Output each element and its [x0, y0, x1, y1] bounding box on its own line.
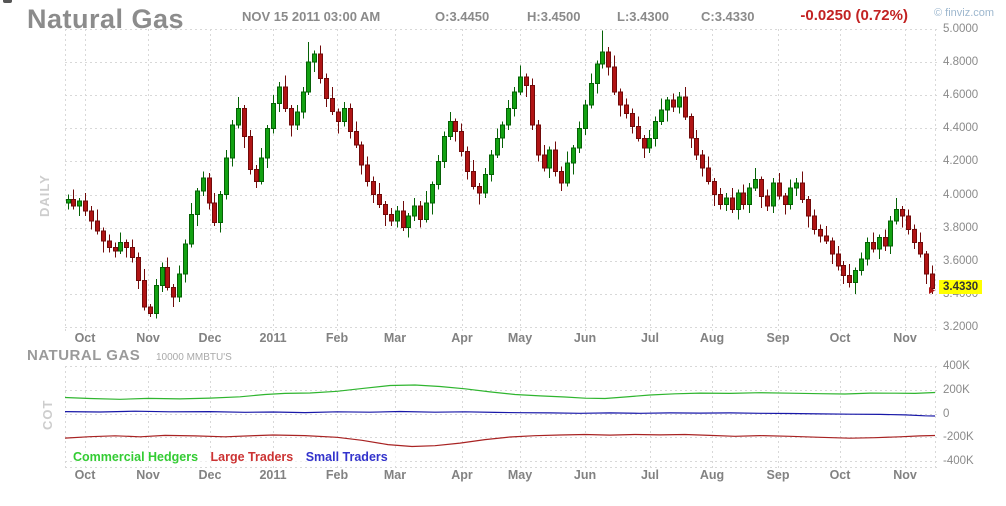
finviz-link[interactable]: © finviz.com — [934, 7, 994, 19]
month-label: Aug — [699, 331, 725, 345]
y-tick-label: 4.0000 — [943, 188, 979, 201]
cot-section-unit: 10000 MMBTU'S — [156, 352, 232, 363]
month-label: 2011 — [259, 468, 287, 482]
y-tick-label: 4.2000 — [943, 154, 979, 167]
quote-change: -0.0250 (0.72%) — [800, 7, 908, 24]
y-tick-label: 5.0000 — [943, 22, 979, 35]
month-label: Oct — [829, 331, 851, 345]
legend-large-traders: Large Traders — [210, 450, 294, 464]
month-label: Nov — [136, 468, 160, 482]
month-label: Apr — [451, 468, 473, 482]
y-tick-label: 200K — [943, 383, 970, 396]
month-label: May — [507, 468, 533, 482]
month-label: Nov — [893, 468, 917, 482]
month-label: May — [507, 331, 533, 345]
y-tick-label: 0 — [943, 407, 950, 420]
month-label: Dec — [198, 331, 222, 345]
month-label: Apr — [451, 331, 473, 345]
y-tick-label: 3.8000 — [943, 221, 979, 234]
y-tick-label: 4.4000 — [943, 121, 979, 134]
y-tick-label: 4.8000 — [943, 55, 979, 68]
quote-datetime: NOV 15 2011 03:00 AM — [242, 9, 381, 24]
month-label: 2011 — [259, 331, 287, 345]
y-tick-label: -200K — [943, 430, 974, 443]
month-label: Nov — [893, 331, 917, 345]
quote-open: O:3.4450 — [435, 9, 490, 24]
month-label: Jul — [640, 468, 660, 482]
month-label: Jun — [573, 468, 597, 482]
quote-high: H:3.4500 — [527, 9, 581, 24]
month-label: Feb — [325, 468, 349, 482]
month-label: Oct — [74, 331, 96, 345]
month-label: Mar — [383, 331, 407, 345]
month-label: Mar — [383, 468, 407, 482]
cot-legend: Commercial Hedgers Large Traders Small T… — [73, 450, 397, 464]
month-label: Feb — [325, 331, 349, 345]
month-label: Dec — [198, 468, 222, 482]
cot-section-title: NATURAL GAS — [27, 347, 141, 364]
legend-commercial-hedgers: Commercial Hedgers — [73, 450, 199, 464]
y-tick-label: 4.6000 — [943, 88, 979, 101]
last-price-badge: 3.4330 — [939, 280, 983, 295]
legend-small-traders: Small Traders — [305, 450, 388, 464]
quote-low: L:3.4300 — [617, 9, 670, 24]
copyright-icon: © — [934, 7, 943, 19]
month-label: Sep — [766, 468, 790, 482]
month-label: Aug — [699, 468, 725, 482]
month-label: Oct — [74, 468, 96, 482]
y-tick-label: 400K — [943, 359, 970, 372]
quote-close: C:3.4330 — [701, 9, 755, 24]
y-tick-label: -400K — [943, 454, 974, 467]
month-label: Jul — [640, 331, 660, 345]
y-tick-label: 3.6000 — [943, 254, 979, 267]
month-label: Sep — [766, 331, 790, 345]
month-label: Nov — [136, 331, 160, 345]
brand-text: finviz.com — [945, 7, 995, 19]
screenshot-artifact — [3, 0, 12, 3]
month-label: Oct — [829, 468, 851, 482]
y-tick-label: 3.2000 — [943, 320, 979, 333]
month-label: Jun — [573, 331, 597, 345]
